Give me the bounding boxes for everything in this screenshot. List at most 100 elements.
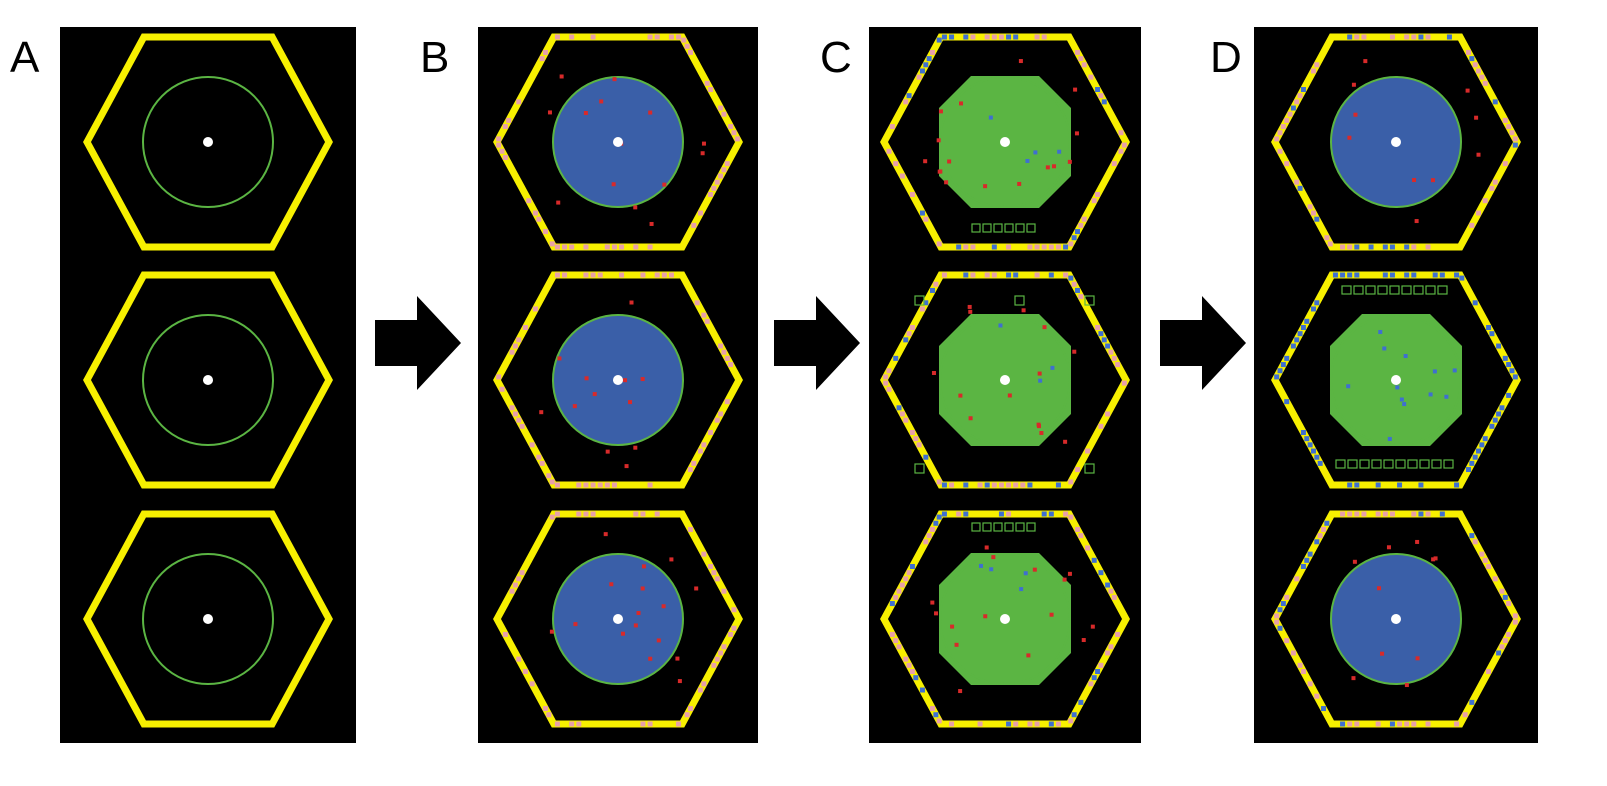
boundary-dot xyxy=(668,511,674,517)
cell-b-3 xyxy=(493,510,743,728)
red-dot xyxy=(1404,683,1409,688)
red-dot xyxy=(1007,393,1012,398)
boundary-dot xyxy=(1078,56,1084,62)
boundary-dot xyxy=(506,594,512,600)
boundary-dot xyxy=(506,117,512,123)
boundary-dot xyxy=(512,343,518,349)
red-dot xyxy=(991,555,996,560)
boundary-dot xyxy=(1307,681,1313,687)
boundary-dot xyxy=(1506,124,1512,130)
boundary-dot xyxy=(687,526,693,532)
boundary-dot xyxy=(509,349,515,355)
boundary-dot xyxy=(923,539,929,545)
boundary-dot xyxy=(1317,460,1323,466)
boundary-dot xyxy=(1095,430,1101,435)
inner-circle xyxy=(552,314,684,446)
boundary-dot xyxy=(1085,448,1091,454)
blue-dot xyxy=(1019,587,1024,592)
red-dot xyxy=(1431,557,1436,562)
boundary-dot xyxy=(963,721,969,727)
boundary-dot xyxy=(1389,272,1395,278)
panel-label-c: C xyxy=(820,33,852,82)
boundary-dot xyxy=(543,49,549,55)
boundary-dot xyxy=(1115,601,1121,607)
box-marker xyxy=(1407,459,1418,469)
blue-dot xyxy=(1432,369,1437,374)
boundary-dot xyxy=(640,482,646,488)
boundary-dot xyxy=(919,448,925,454)
boundary-dot xyxy=(684,520,690,526)
boundary-dot xyxy=(1081,539,1087,545)
boundary-dot xyxy=(597,244,603,250)
boundary-dot xyxy=(654,482,660,488)
boundary-dot xyxy=(1297,93,1303,99)
red-dot xyxy=(700,151,705,156)
boundary-dot xyxy=(681,718,687,724)
boundary-dot xyxy=(1472,300,1478,306)
boundary-dot xyxy=(889,154,895,160)
boundary-dot xyxy=(1063,272,1069,278)
boundary-dot xyxy=(522,192,528,197)
boundary-dot xyxy=(687,287,693,293)
boundary-dot xyxy=(1502,594,1508,600)
boundary-dot xyxy=(896,349,902,355)
boundary-dot xyxy=(919,68,925,74)
boundary-dot xyxy=(1068,241,1074,247)
red-dot xyxy=(931,370,936,375)
boundary-dot xyxy=(1506,631,1512,637)
boundary-dot xyxy=(1304,198,1310,204)
boundary-dot xyxy=(724,638,730,644)
boundary-dot xyxy=(1310,306,1316,312)
box-marker xyxy=(1335,459,1346,469)
hexagon-boundary xyxy=(83,271,333,489)
panel-d xyxy=(1254,27,1538,743)
boundary-dot xyxy=(1397,482,1403,488)
boundary-dot xyxy=(1290,343,1296,349)
boundary-dot xyxy=(512,173,518,179)
cell-d-3 xyxy=(1271,510,1521,728)
boundary-dot xyxy=(1284,638,1290,644)
boundary-dot xyxy=(714,417,720,423)
boundary-dot xyxy=(1063,482,1069,488)
boundary-dot xyxy=(1297,423,1303,429)
boundary-dot xyxy=(1506,154,1512,160)
boundary-dot xyxy=(543,229,549,235)
boundary-dot xyxy=(889,631,895,637)
boundary-dot xyxy=(1332,34,1338,40)
red-dot xyxy=(620,631,625,636)
boundary-dot xyxy=(1121,613,1127,619)
boundary-dot xyxy=(1465,526,1471,532)
boundary-dot xyxy=(1118,130,1124,136)
boundary-dot xyxy=(1121,374,1127,380)
boundary-dot xyxy=(889,362,895,368)
boundary-dot xyxy=(681,241,687,247)
boundary-dot xyxy=(633,244,639,250)
boundary-dot xyxy=(718,582,724,588)
boundary-dot xyxy=(909,669,915,674)
boundary-dot xyxy=(681,37,687,43)
boundary-dot xyxy=(1332,482,1338,488)
boundary-dot xyxy=(1404,244,1410,250)
boundary-dot xyxy=(1489,570,1495,576)
boundary-dot xyxy=(1454,272,1460,278)
boundary-dot xyxy=(721,111,727,117)
boundary-dot xyxy=(529,204,535,210)
boundary-dot xyxy=(1462,520,1468,526)
boundary-dot xyxy=(923,693,929,699)
boundary-dot xyxy=(1115,154,1121,160)
boundary-dot xyxy=(1095,564,1101,569)
boundary-dot xyxy=(1469,222,1475,228)
boundary-dot xyxy=(1432,34,1438,40)
boundary-dot xyxy=(1101,656,1107,662)
boundary-dot xyxy=(1506,601,1512,607)
boundary-dot xyxy=(684,43,690,49)
boundary-dot xyxy=(1512,619,1518,625)
boundary-dot xyxy=(1314,454,1320,460)
boundary-dot xyxy=(668,272,674,278)
boundary-dot xyxy=(1098,570,1104,576)
boundary-dot xyxy=(569,511,575,517)
boundary-dot xyxy=(1492,576,1498,582)
boundary-dot xyxy=(1041,244,1047,250)
boundary-dot xyxy=(529,312,535,318)
boundary-dot xyxy=(1034,272,1040,278)
